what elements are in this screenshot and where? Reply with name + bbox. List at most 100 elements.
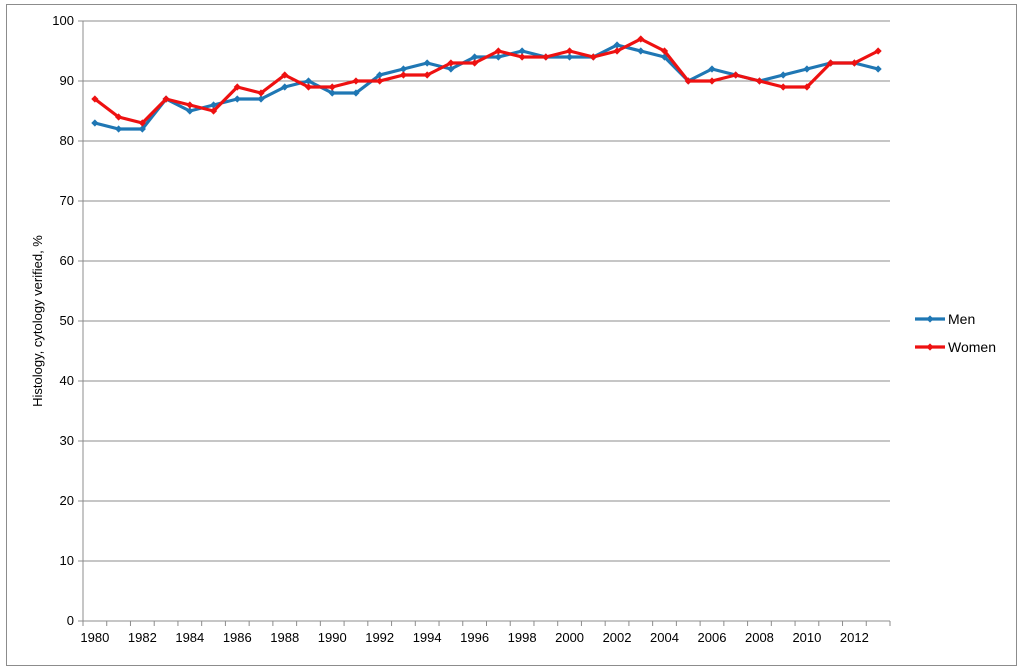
x-tick-label: 1990 [318,630,347,645]
x-tick-label: 1986 [223,630,252,645]
x-tick-label: 1980 [80,630,109,645]
data-point [613,41,621,49]
data-point [850,59,858,67]
data-point [471,59,479,67]
x-tick-label: 1988 [270,630,299,645]
x-tick-label: 2002 [603,630,632,645]
data-point [304,83,313,91]
data-point [423,71,431,79]
x-tick-label: 1984 [175,630,204,645]
series-lines [91,35,882,133]
data-point [115,113,123,121]
data-point [803,83,811,91]
data-point [281,83,289,91]
y-tick-label: 20 [60,493,74,508]
data-point [138,119,146,127]
data-point [447,65,455,73]
data-point [328,89,336,97]
legend-item-men: Men [915,311,975,327]
data-point [637,35,645,43]
data-point [613,47,621,55]
x-tick-label: 2008 [745,630,774,645]
data-point [138,125,146,133]
data-point [91,95,99,103]
data-point [494,53,502,61]
data-point [874,47,882,55]
legend-label: Men [948,311,975,327]
x-tick-labels: 1980 1982 1984 1986 1988 1990 1992 1994 1996 1998… [80,630,868,645]
data-point [399,71,408,79]
data-point [281,71,289,79]
data-point [233,83,241,91]
data-point [542,53,550,61]
data-point [376,71,384,79]
series-men [91,41,882,133]
data-point [115,125,123,133]
legend-marker [926,343,934,351]
y-tick-labels: 0 10 20 30 40 50 60 70 80 90 100 [52,13,74,628]
gridlines [83,20,890,562]
data-point [827,59,835,67]
y-tick-label: 100 [52,13,74,28]
data-point [518,47,526,55]
legend-marker [926,315,934,323]
y-tick-label: 40 [60,373,74,388]
data-point [257,89,265,97]
x-tick-label: 2012 [840,630,869,645]
legend-item-women: Women [915,339,996,355]
x-tick-label: 1996 [460,630,489,645]
y-tick-label: 30 [60,433,74,448]
data-point [209,107,218,115]
data-point [471,53,479,61]
data-point [447,59,455,67]
x-tick-label: 2010 [792,630,821,645]
data-point [684,77,692,85]
data-point [399,65,408,73]
data-point [779,71,787,79]
data-point [304,77,313,85]
data-point [874,65,882,73]
data-point [494,47,502,55]
y-tick-label: 50 [60,313,74,328]
data-point [91,119,99,127]
y-tick-label: 90 [60,73,74,88]
x-tick-label: 1998 [508,630,537,645]
data-point [637,47,645,55]
data-point [708,65,716,73]
y-tick-label: 10 [60,553,74,568]
data-point [518,53,526,61]
axes [78,20,891,626]
data-point [209,101,218,109]
data-point [755,77,764,85]
data-point [162,95,170,103]
data-point [352,89,360,97]
data-point [186,101,194,109]
data-point [589,53,597,61]
data-point [565,47,574,55]
series-line-women [93,37,879,125]
data-point [376,77,384,85]
data-point [423,59,431,67]
data-point [328,83,336,91]
chart-frame [6,4,1017,666]
data-point [779,83,787,91]
x-tick-label: 2000 [555,630,584,645]
data-point [803,65,811,73]
data-point [732,71,740,79]
x-tick-label: 2004 [650,630,679,645]
data-point [233,95,241,103]
y-tick-label: 80 [60,133,74,148]
data-point [186,107,194,115]
data-point [352,77,360,85]
series-women [91,35,882,127]
x-tick-label: 2006 [698,630,727,645]
legend-label: Women [948,339,996,355]
y-tick-label: 0 [67,613,74,628]
data-point [257,95,265,103]
data-point [565,53,574,61]
data-point [708,77,716,85]
x-tick-label: 1982 [128,630,157,645]
y-tick-label: 70 [60,193,74,208]
legend: Men Women [915,311,996,355]
